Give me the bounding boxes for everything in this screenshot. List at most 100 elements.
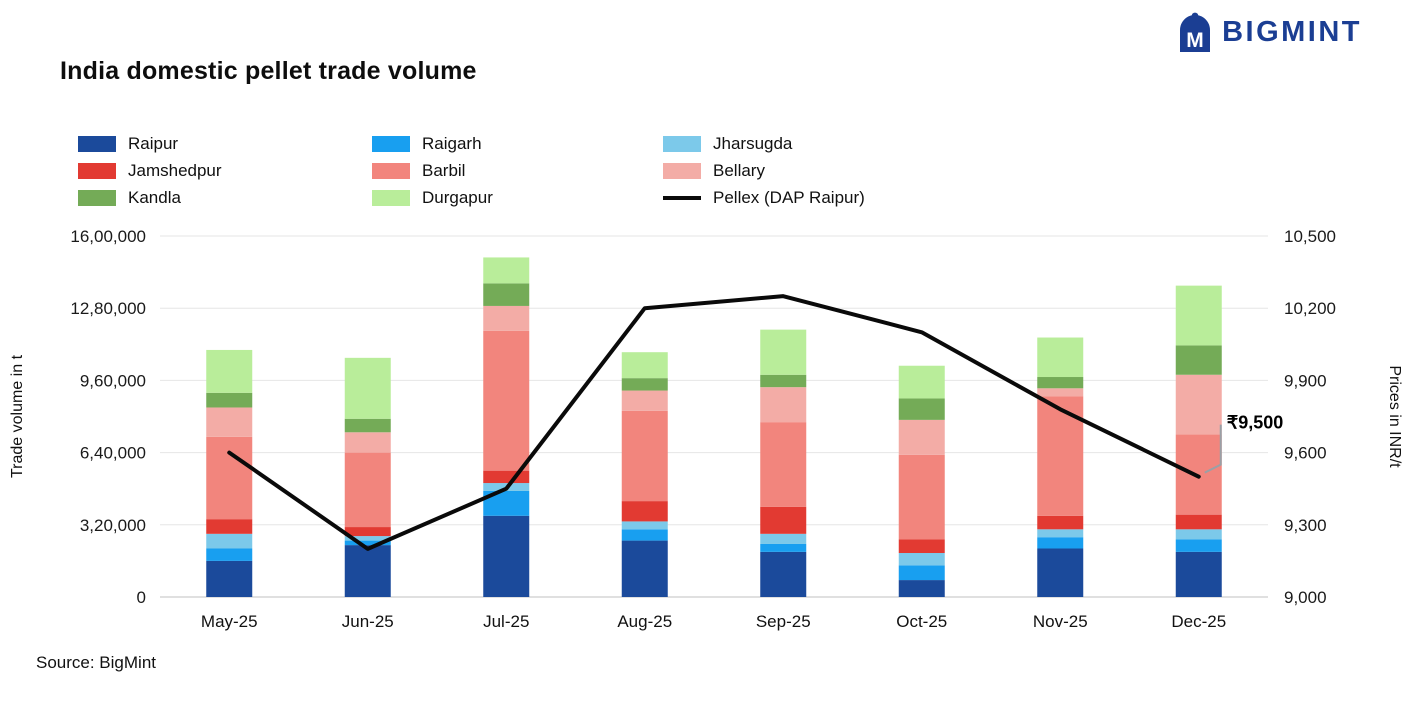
bar-segment-jharsugda [898, 553, 945, 566]
bar-segment-durgapur [898, 365, 945, 399]
bar-segment-durgapur [483, 257, 530, 284]
y-right-tick-label: 9,600 [1284, 444, 1327, 463]
svg-text:M: M [1186, 29, 1204, 52]
chart-legend: Raipur Raigarh Jharsugda Jamshedpur Barb… [78, 130, 865, 211]
bar-segment-barbil [483, 330, 530, 471]
bar-segment-raigarh [344, 540, 391, 546]
bar-segment-jamshedpur [898, 539, 945, 554]
y-left-tick-label: 16,00,000 [70, 227, 146, 246]
pellex-price-line [227, 294, 1201, 551]
legend-item-kandla: Kandla [78, 188, 372, 208]
bar-segment-jharsugda [1175, 529, 1222, 540]
bar-segment-raigarh [760, 543, 807, 552]
bar-segment-kandla [344, 418, 391, 433]
legend-item-jamshedpur: Jamshedpur [78, 161, 372, 181]
bar-segment-kandla [760, 374, 807, 388]
bar-segment-jharsugda [206, 533, 253, 549]
annotation-connector [1204, 424, 1222, 474]
bar-segment-raigarh [1175, 539, 1222, 552]
y-axis-title-right: Prices in INR/t [1386, 365, 1403, 468]
legend-label: Barbil [422, 160, 466, 180]
bar-segment-raigarh [1037, 537, 1084, 549]
bar-segment-jharsugda [621, 521, 668, 530]
x-axis-label: Nov-25 [1033, 612, 1088, 631]
legend-item-raipur: Raipur [78, 134, 372, 154]
legend-item-durgapur: Durgapur [372, 188, 663, 208]
bar-segment-barbil [898, 454, 945, 540]
bar-segment-bellary [1175, 374, 1222, 435]
y-left-tick-label: 12,80,000 [70, 299, 146, 318]
y-left-tick-label: 0 [137, 588, 146, 607]
y-right-tick-label: 9,300 [1284, 516, 1327, 535]
x-axis-label: Oct-25 [896, 612, 947, 631]
bar-segment-jamshedpur [206, 519, 253, 534]
legend-swatch-jharsugda [663, 135, 701, 152]
bar-segment-barbil [206, 436, 253, 520]
bar-segment-durgapur [760, 329, 807, 375]
y-right-tick-label: 9,900 [1284, 371, 1327, 390]
x-axis-label: Sep-25 [756, 612, 811, 631]
legend-label: Pellex (DAP Raipur) [713, 187, 865, 207]
y-left-tick-label: 9,60,000 [80, 371, 146, 390]
legend-item-barbil: Barbil [372, 161, 663, 181]
bar-segment-jamshedpur [1175, 514, 1222, 530]
legend-swatch-bellary [663, 162, 701, 179]
legend-label: Jharsugda [713, 133, 793, 153]
bar-segment-raipur [760, 551, 807, 597]
bar-segment-barbil [621, 410, 668, 502]
x-axis-label: Aug-25 [617, 612, 672, 631]
bigmint-logo: M BIGMINT [1178, 12, 1362, 52]
bar-segment-bellary [344, 432, 391, 453]
bar-segment-raigarh [621, 529, 668, 541]
bar-segment-kandla [483, 283, 530, 306]
y-left-tick-label: 3,20,000 [80, 516, 146, 535]
bar-segment-kandla [1175, 345, 1222, 375]
bar-segment-raipur [1037, 548, 1084, 597]
source-note: Source: BigMint [36, 653, 156, 672]
bar-segment-durgapur [621, 352, 668, 379]
bar-segment-jamshedpur [760, 506, 807, 534]
legend-swatch-raipur [78, 135, 116, 152]
legend-label: Kandla [128, 187, 181, 207]
y-axis-title-left: Trade volume in t [9, 354, 26, 478]
bar-segment-jamshedpur [344, 527, 391, 537]
y-right-tick-label: 10,500 [1284, 227, 1336, 246]
bar-segment-jamshedpur [1037, 515, 1084, 530]
bar-segment-kandla [1037, 377, 1084, 389]
legend-label: Durgapur [422, 187, 493, 207]
bar-segment-jharsugda [760, 533, 807, 544]
bar-segment-bellary [1037, 388, 1084, 397]
bar-segment-jamshedpur [621, 501, 668, 522]
bigmint-logo-text: BIGMINT [1222, 15, 1362, 48]
legend-item-raigarh: Raigarh [372, 134, 663, 154]
legend-swatch-kandla [78, 189, 116, 206]
y-left-tick-label: 6,40,000 [80, 444, 146, 463]
bar-segment-durgapur [206, 349, 253, 393]
legend-label: Jamshedpur [128, 160, 222, 180]
bar-segment-kandla [621, 378, 668, 391]
x-axis-label: Jun-25 [342, 612, 394, 631]
bar-segment-raipur [621, 540, 668, 597]
bar-segment-bellary [898, 419, 945, 455]
bar-segment-raipur [206, 560, 253, 597]
bar-segment-durgapur [1175, 285, 1222, 346]
y-right-tick-label: 10,200 [1284, 299, 1336, 318]
bar-segment-bellary [760, 387, 807, 423]
x-axis-label: Dec-25 [1171, 612, 1226, 631]
legend-item-pellex: Pellex (DAP Raipur) [663, 188, 865, 208]
legend-swatch-durgapur [372, 189, 410, 206]
bar-segment-jharsugda [344, 536, 391, 541]
bar-segment-jharsugda [1037, 529, 1084, 538]
price-annotation: ₹9,500 [1227, 413, 1284, 433]
legend-swatch-raigarh [372, 135, 410, 152]
legend-swatch-barbil [372, 162, 410, 179]
bar-segment-bellary [483, 305, 530, 331]
bar-segment-kandla [206, 392, 253, 408]
bar-segment-kandla [898, 398, 945, 420]
bar-segment-raipur [344, 545, 391, 597]
bar-segment-bellary [206, 407, 253, 437]
legend-label: Raipur [128, 133, 179, 153]
bar-segment-raipur [898, 580, 945, 597]
